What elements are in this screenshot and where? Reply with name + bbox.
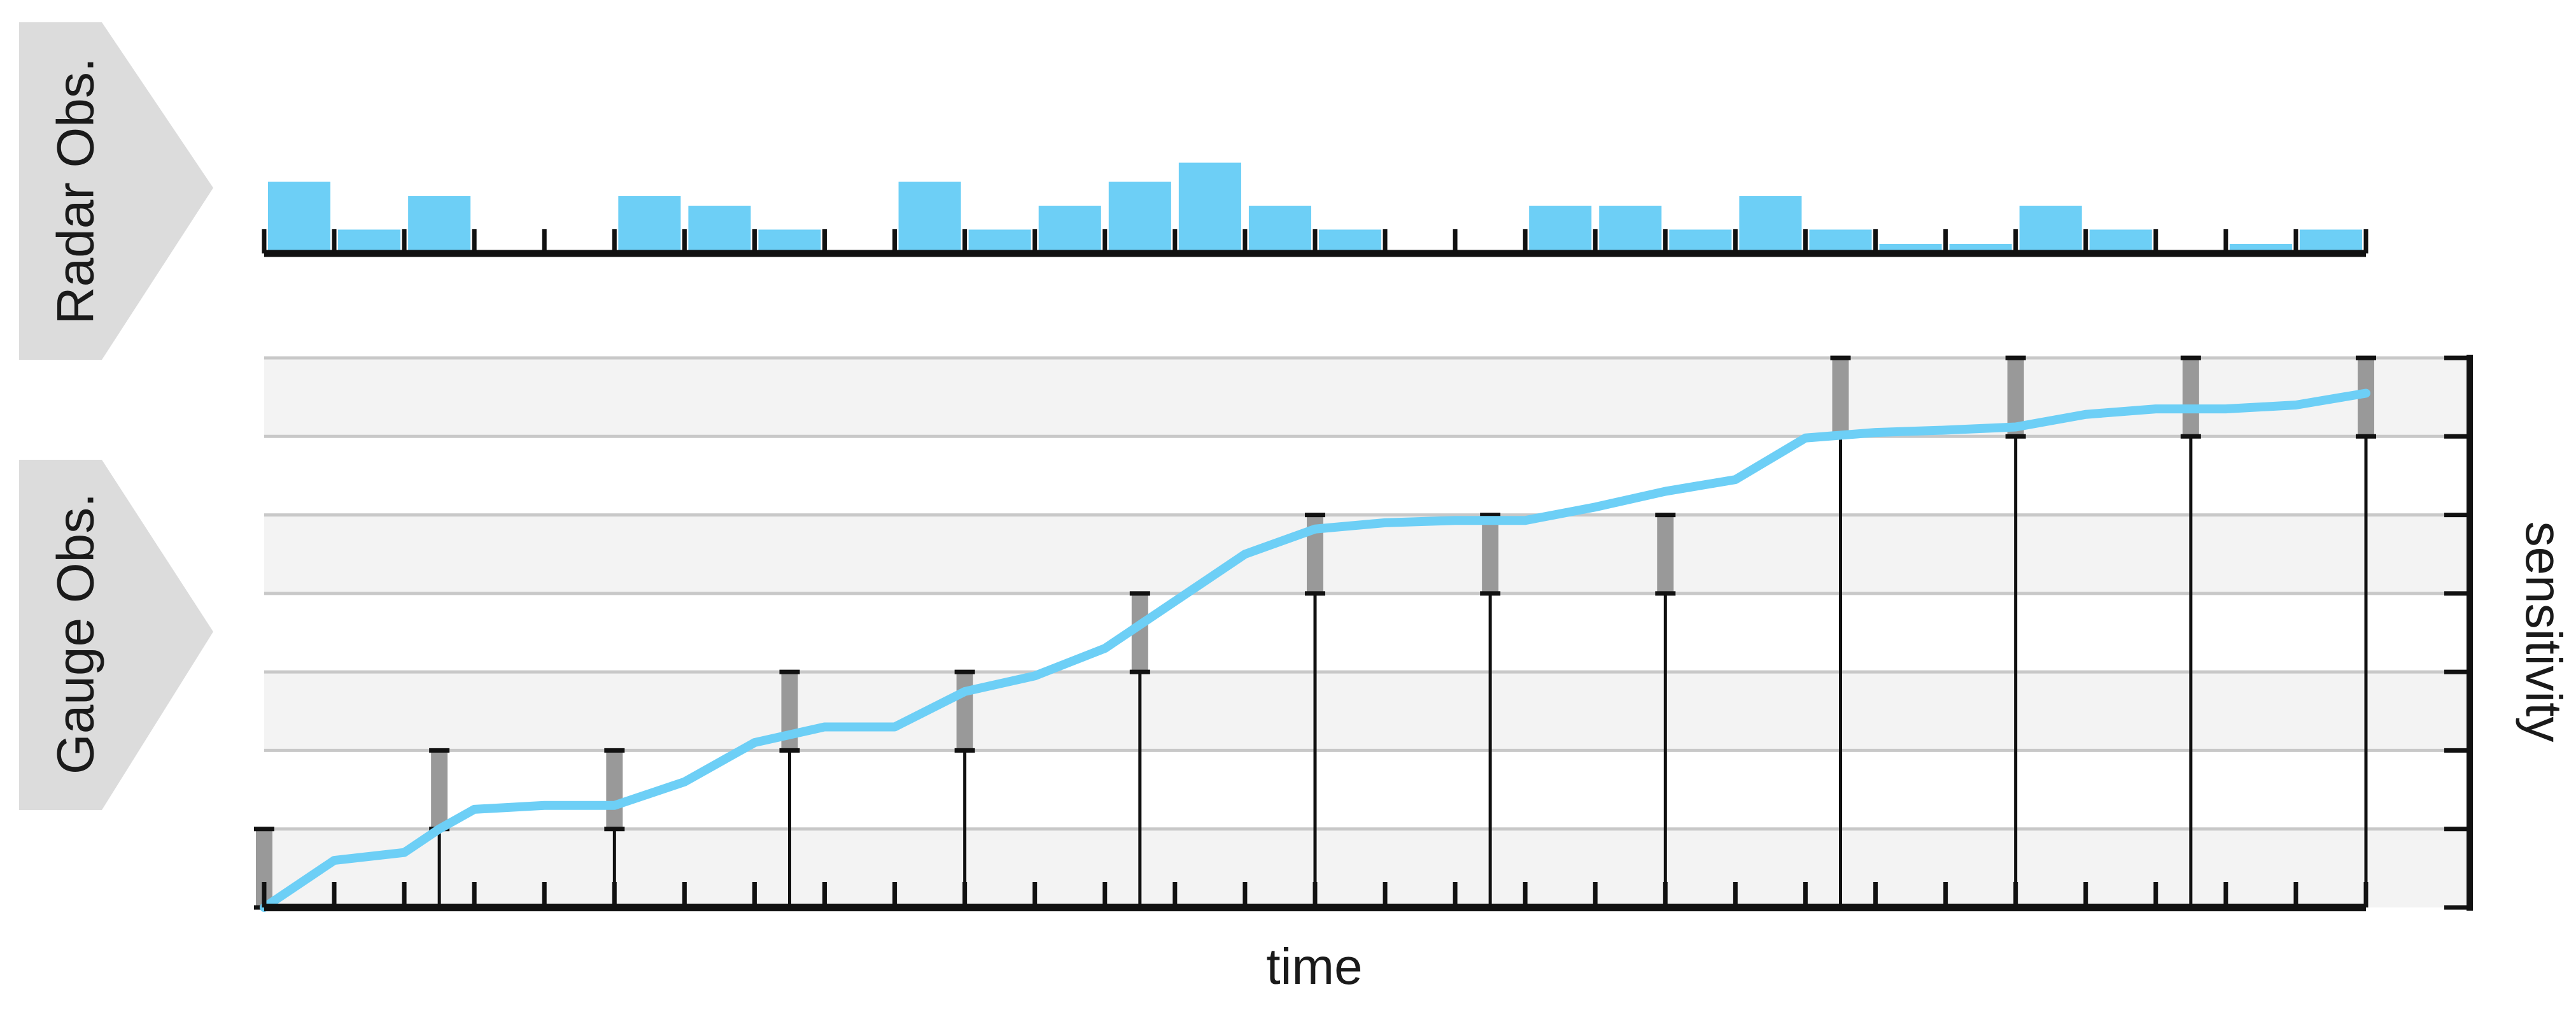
radar-bar	[1178, 162, 1241, 253]
radar-bars	[268, 162, 2362, 253]
radar-bar	[338, 229, 401, 253]
radar-panel	[262, 162, 2368, 257]
gauge-gridlines	[264, 356, 2470, 831]
radar-bar	[1739, 196, 1802, 253]
radar-bar	[1669, 229, 1732, 253]
radar-bar	[1529, 206, 1592, 253]
sensitivity-line	[260, 388, 2370, 912]
gauge-obs-error-bar	[2182, 358, 2199, 437]
radar-label: Radar Obs.	[47, 57, 105, 324]
gauge-arrow-shape	[19, 460, 213, 810]
radar-label-group: Radar Obs.	[19, 22, 213, 360]
gauge-label-group: Gauge Obs.	[19, 460, 213, 810]
gauge-band	[264, 672, 2470, 751]
radar-ticks	[262, 229, 2368, 253]
gauge-label: Gauge Obs.	[47, 493, 105, 774]
gauge-y-ticks	[2444, 355, 2470, 910]
gauge-band	[264, 358, 2470, 437]
gauge-obs-stems	[437, 436, 2368, 907]
radar-bar	[968, 229, 1031, 253]
radar-bar	[1599, 206, 1662, 253]
radar-bar	[1809, 229, 1872, 253]
radar-bar	[1248, 206, 1311, 253]
radar-bar	[898, 181, 961, 253]
radar-bar	[2089, 229, 2152, 253]
gauge-x-ticks	[262, 882, 2368, 907]
radar-bar	[1108, 181, 1171, 253]
radar-bar	[2299, 229, 2362, 253]
radar-bar	[2019, 206, 2082, 253]
radar-bar	[618, 196, 681, 253]
gauge-obs-error-bar	[956, 672, 973, 751]
gauge-bands	[264, 358, 2470, 907]
gauge-band	[264, 829, 2470, 907]
y-axis-label: sensitivity	[2516, 522, 2572, 743]
gauge-obs-error-bar	[1832, 358, 1849, 437]
radar-bar	[408, 196, 471, 253]
gauge-obs-error-bar	[606, 750, 623, 829]
radar-bar	[1038, 206, 1101, 253]
radar-arrow-shape	[19, 22, 213, 360]
radar-bar	[758, 229, 821, 253]
gauge-obs-error-bar	[1657, 515, 1674, 594]
x-axis-label: time	[1266, 938, 1362, 995]
radar-bar	[268, 181, 331, 253]
radar-bar	[688, 206, 751, 253]
gauge-panel	[254, 355, 2473, 912]
radar-bar	[1319, 229, 1382, 253]
gauge-obs-error-bar	[431, 750, 448, 829]
gauge-obs-error-bar	[1482, 515, 1499, 594]
